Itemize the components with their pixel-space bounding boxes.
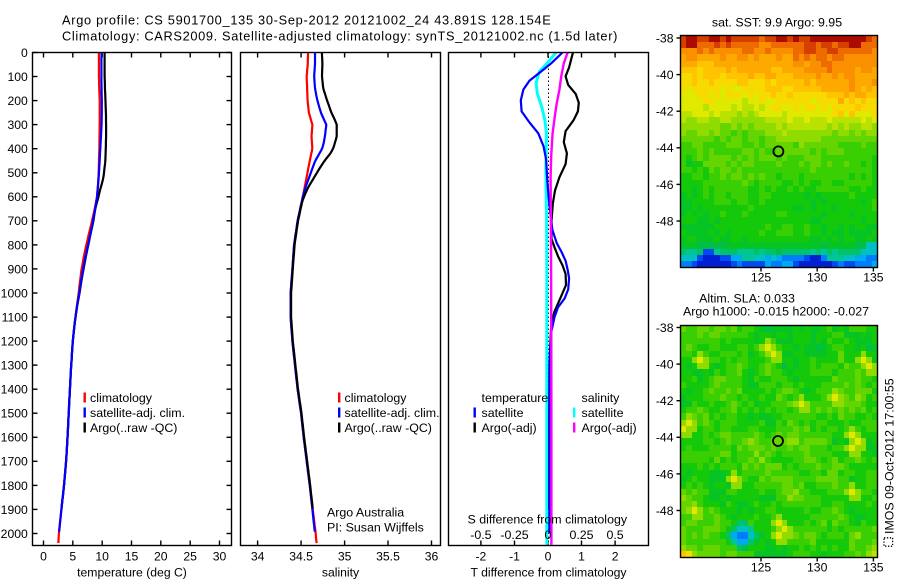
- svg-text:5: 5: [69, 550, 76, 564]
- svg-text:125: 125: [751, 271, 772, 285]
- svg-text:Argo Australia: Argo Australia: [327, 506, 404, 520]
- svg-text:1400: 1400: [1, 383, 28, 397]
- svg-text:IMOS 09-Oct-2012 17:00:55: IMOS 09-Oct-2012 17:00:55: [882, 378, 896, 534]
- svg-text:-44: -44: [656, 431, 674, 445]
- svg-text:-46: -46: [656, 467, 674, 481]
- svg-text:1800: 1800: [1, 479, 28, 493]
- svg-text:Argo(-adj): Argo(-adj): [482, 421, 537, 435]
- svg-text:-48: -48: [656, 504, 674, 518]
- svg-text:salinity: salinity: [322, 566, 360, 580]
- svg-text:1900: 1900: [1, 503, 28, 517]
- svg-text:-48: -48: [656, 214, 674, 228]
- svg-text:climatology: climatology: [90, 391, 153, 405]
- svg-text:2000: 2000: [1, 527, 28, 541]
- svg-text:Argo profile: CS 5901700_135 3: Argo profile: CS 5901700_135 30-Sep-2012…: [62, 13, 551, 28]
- svg-text:800: 800: [7, 238, 28, 252]
- svg-text:0: 0: [21, 46, 28, 60]
- svg-text:600: 600: [7, 190, 28, 204]
- svg-text:-42: -42: [656, 105, 674, 119]
- svg-text:-38: -38: [656, 31, 674, 45]
- svg-text:0.5: 0.5: [606, 528, 623, 542]
- svg-text:Argo h1000: -0.015 h2000: -0.0: Argo h1000: -0.015 h2000: -0.027: [683, 305, 869, 319]
- svg-text:-0.25: -0.25: [500, 528, 528, 542]
- svg-text:satellite: satellite: [482, 406, 524, 420]
- svg-text:125: 125: [751, 561, 772, 575]
- svg-text:temperature: temperature: [482, 391, 549, 405]
- svg-text:0: 0: [545, 528, 552, 542]
- svg-text:35.5: 35.5: [376, 550, 400, 564]
- svg-text:130: 130: [807, 561, 828, 575]
- svg-text:300: 300: [7, 118, 28, 132]
- svg-text:-44: -44: [656, 141, 674, 155]
- svg-text:Argo(-adj): Argo(-adj): [582, 421, 637, 435]
- svg-text:T difference from climatology: T difference from climatology: [470, 566, 627, 580]
- svg-text:temperature (deg C): temperature (deg C): [77, 566, 187, 580]
- svg-text:0: 0: [545, 550, 552, 564]
- svg-text:1100: 1100: [2, 310, 28, 324]
- svg-text:500: 500: [7, 166, 28, 180]
- svg-text:Argo(..raw -QC): Argo(..raw -QC): [345, 421, 432, 435]
- svg-text:34: 34: [251, 550, 265, 564]
- svg-text:Argo(..raw -QC): Argo(..raw -QC): [90, 421, 177, 435]
- svg-text:36: 36: [425, 550, 439, 564]
- svg-text:climatology: climatology: [345, 391, 408, 405]
- svg-text:-40: -40: [656, 358, 674, 372]
- svg-text:135: 135: [863, 271, 884, 285]
- svg-text:1600: 1600: [1, 431, 28, 445]
- svg-text:1000: 1000: [1, 286, 28, 300]
- svg-text:-2: -2: [475, 550, 486, 564]
- svg-text:sat. SST: 9.9 Argo: 9.95: sat. SST: 9.9 Argo: 9.95: [712, 15, 842, 29]
- svg-text:15: 15: [125, 550, 139, 564]
- svg-text:-46: -46: [656, 178, 674, 192]
- svg-text:900: 900: [7, 262, 28, 276]
- svg-text:-38: -38: [656, 321, 674, 335]
- svg-text:35: 35: [338, 550, 352, 564]
- svg-text:-0.5: -0.5: [470, 528, 491, 542]
- svg-text:0: 0: [40, 550, 47, 564]
- svg-text:satellite-adj. clim.: satellite-adj. clim.: [90, 406, 185, 420]
- svg-text:1500: 1500: [1, 407, 28, 421]
- svg-text:700: 700: [7, 214, 28, 228]
- svg-text:satellite: satellite: [582, 406, 624, 420]
- svg-text:Altim. SLA: 0.033: Altim. SLA: 0.033: [699, 292, 795, 306]
- svg-text:100: 100: [7, 70, 28, 84]
- svg-text:-42: -42: [656, 394, 674, 408]
- svg-text:200: 200: [7, 94, 28, 108]
- svg-text:-40: -40: [656, 68, 674, 82]
- svg-text:20: 20: [154, 550, 168, 564]
- svg-text:10: 10: [95, 550, 109, 564]
- svg-text:0.25: 0.25: [569, 528, 593, 542]
- svg-text:1: 1: [578, 550, 585, 564]
- svg-text:1700: 1700: [1, 455, 28, 469]
- svg-text:Climatology: CARS2009. Satelli: Climatology: CARS2009. Satellite-adjuste…: [62, 29, 618, 44]
- svg-text:1200: 1200: [1, 335, 28, 349]
- svg-text:25: 25: [183, 550, 197, 564]
- svg-text:salinity: salinity: [582, 391, 621, 405]
- svg-text:2: 2: [612, 550, 619, 564]
- svg-text:satellite-adj. clim.: satellite-adj. clim.: [345, 406, 440, 420]
- svg-text:130: 130: [807, 271, 828, 285]
- svg-text:30: 30: [213, 550, 227, 564]
- svg-text:S difference from climatology: S difference from climatology: [468, 513, 628, 527]
- svg-text:34.5: 34.5: [289, 550, 313, 564]
- svg-text:135: 135: [863, 561, 884, 575]
- svg-text:1300: 1300: [1, 359, 28, 373]
- svg-text:400: 400: [7, 142, 28, 156]
- svg-text:-1: -1: [509, 550, 520, 564]
- svg-text:PI: Susan Wijffels: PI: Susan Wijffels: [327, 521, 424, 535]
